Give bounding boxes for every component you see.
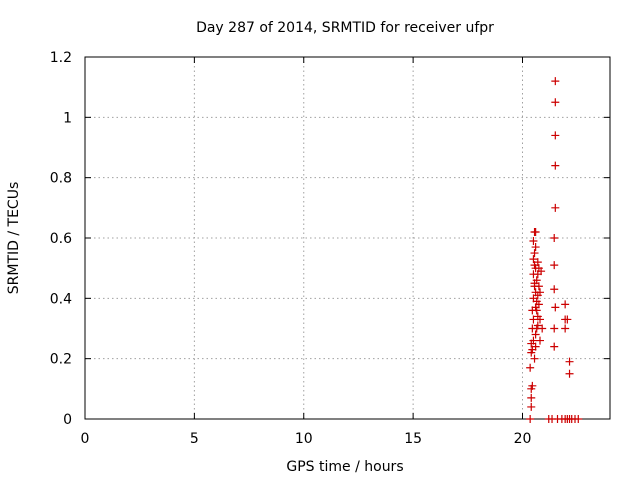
data-point (551, 98, 560, 107)
data-point (551, 161, 560, 170)
y-tick-label: 0.4 (50, 291, 72, 307)
data-point (536, 288, 544, 297)
y-tick-label: 0.6 (50, 231, 72, 247)
data-point (531, 330, 540, 339)
axes (84, 56, 611, 420)
grid-lines (85, 57, 610, 419)
data-point (530, 354, 539, 363)
data-point (550, 342, 559, 351)
x-tick-label: 10 (295, 431, 313, 447)
x-tick-label: 15 (404, 431, 422, 447)
tick-labels: 0 5 10 15 20 0 0.2 0.4 0.6 0.8 1 1.2 (50, 50, 532, 447)
data-point (531, 243, 540, 252)
y-tick-label: 0.8 (50, 171, 72, 187)
data-point (527, 402, 536, 411)
data-point (550, 234, 559, 242)
y-tick-label: 1.2 (50, 50, 72, 66)
data-point (529, 255, 538, 264)
data-point (531, 227, 540, 236)
data-point (533, 321, 542, 330)
data-point (574, 415, 583, 423)
data-point (526, 363, 535, 372)
data-point (527, 393, 536, 402)
x-axis-label: GPS time / hours (286, 459, 403, 475)
data-point (551, 77, 560, 86)
data-point (526, 415, 535, 423)
data-point (538, 324, 547, 333)
data-point (550, 261, 559, 270)
data-point (551, 131, 560, 140)
data-point (565, 369, 574, 378)
data-point (533, 258, 542, 267)
data-point (532, 297, 541, 306)
data-point (531, 342, 540, 351)
data-point (561, 300, 570, 309)
y-tick-label: 0.2 (50, 352, 72, 368)
y-tick-label: 1 (63, 110, 72, 126)
data-point (530, 249, 539, 258)
data-point (534, 282, 543, 291)
data-points (526, 77, 583, 423)
data-point (561, 324, 570, 333)
data-point (529, 237, 538, 246)
data-point (531, 303, 540, 312)
data-point (565, 357, 574, 366)
data-point (550, 324, 559, 333)
chart-title: Day 287 of 2014, SRMTID for receiver ufp… (196, 20, 494, 36)
x-tick-label: 20 (514, 431, 532, 447)
data-point (537, 267, 546, 276)
data-point (551, 303, 560, 312)
y-axis-label: SRMTID / TECUs (6, 182, 22, 295)
data-point (536, 315, 544, 324)
data-point (528, 381, 537, 390)
x-tick-label: 5 (190, 431, 199, 447)
y-tick-label: 0 (63, 412, 72, 428)
data-point (563, 315, 572, 324)
data-point (550, 285, 559, 294)
data-point (536, 336, 544, 345)
data-point (530, 279, 539, 288)
data-point (551, 203, 560, 212)
x-tick-label: 0 (81, 431, 90, 447)
